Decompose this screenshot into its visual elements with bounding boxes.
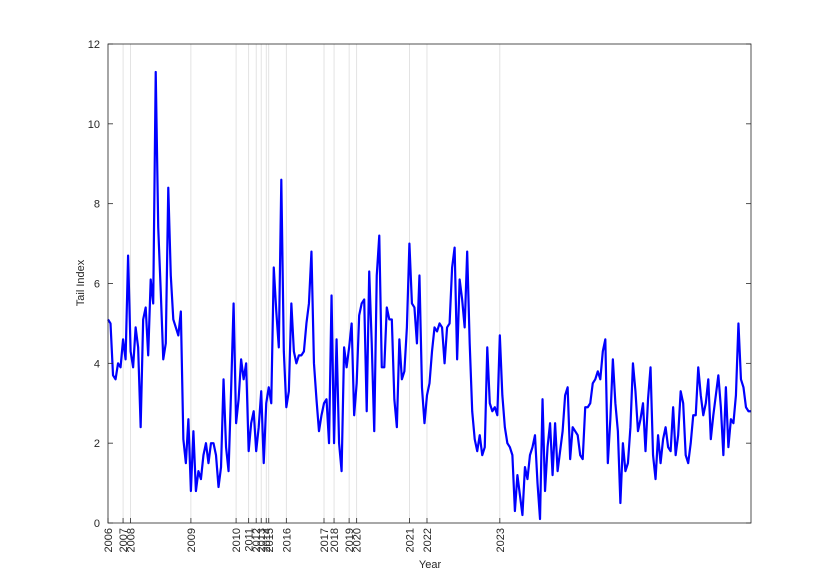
x-tick-label: 2020 [352, 528, 364, 552]
y-tick-label: 12 [88, 39, 100, 51]
x-tick-label: 2013 [256, 528, 268, 552]
x-tick-label: 2010 [231, 528, 243, 552]
x-tick-label: 2009 [186, 528, 198, 552]
x-tick-label: 2017 [319, 528, 331, 552]
x-tick-label: 2008 [126, 528, 138, 552]
y-tick-label: 8 [94, 199, 100, 211]
y-tick-label: 4 [94, 358, 100, 370]
year-gridlines [107, 44, 501, 523]
x-tick-label: 2018 [329, 528, 341, 552]
x-tick-label: 2006 [103, 528, 115, 552]
y-tick-label: 0 [94, 518, 100, 530]
x-tick-label: 2023 [495, 528, 507, 552]
y-axis-label: Tail Index [75, 259, 87, 306]
series-line [107, 70, 751, 521]
x-tick-label: 2021 [404, 528, 416, 552]
y-tick-label: 6 [94, 279, 100, 291]
x-axis-label: Year [419, 559, 442, 571]
x-tick-label: 2014 [261, 528, 273, 552]
x-tick-label: 2011 [244, 528, 256, 552]
y-axis-ticks: 0 2 4 6 8 10 12 [88, 39, 751, 530]
x-tick-label: 2007 [118, 528, 130, 552]
series-group [107, 70, 751, 521]
y-tick-label: 10 [88, 119, 100, 131]
x-tick-label: 2012 [251, 528, 263, 552]
plot-area [108, 44, 751, 523]
x-tick-label: 2022 [422, 528, 434, 552]
x-tick-label: 2015 [264, 528, 276, 552]
x-tick-label: 2019 [344, 528, 356, 552]
y-tick-label: 2 [94, 438, 100, 450]
x-tick-label: 2016 [281, 528, 293, 552]
